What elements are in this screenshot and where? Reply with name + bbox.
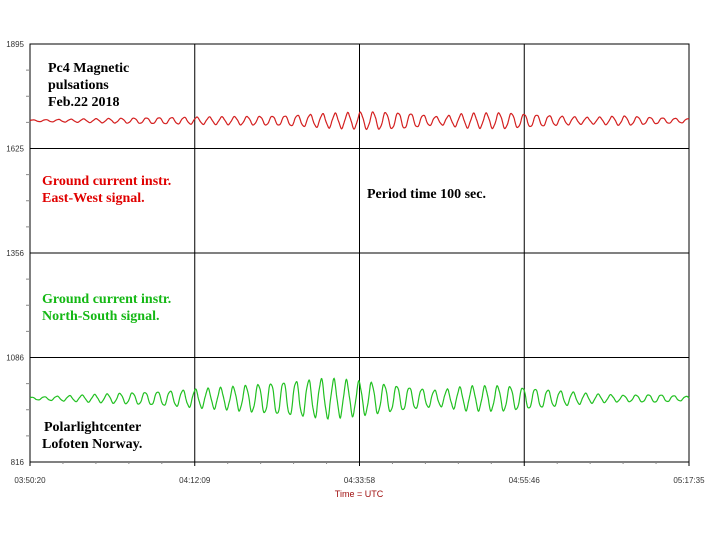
north-south-series-line	[29, 377, 690, 420]
x-tick-label: 04:33:58	[344, 476, 376, 485]
y-tick-label: 1086	[6, 354, 24, 363]
north-south-label: Ground current instr. North-South signal…	[42, 292, 172, 324]
credit-label: Polarlightcenter Lofoten Norway.	[42, 419, 145, 453]
y-axis-ticks: 1895 1625 1356 1086 816	[6, 40, 30, 467]
chart-title: Pc4 Magnetic pulsations Feb.22 2018	[48, 61, 130, 110]
x-axis-label: Time = UTC	[335, 489, 384, 499]
east-west-label: Ground current instr. East-West signal.	[42, 174, 172, 206]
y-tick-label: 1895	[6, 40, 24, 49]
x-tick-label: 03:50:20	[14, 476, 46, 485]
y-tick-label: 1625	[6, 145, 24, 154]
east-west-series-line	[29, 111, 690, 131]
y-tick-label: 1356	[6, 249, 24, 258]
x-tick-label: 05:17:35	[673, 476, 705, 485]
x-tick-label: 04:55:46	[509, 476, 541, 485]
period-annotation: Period time 100 sec.	[367, 187, 486, 202]
x-axis-ticks: 03:50:20 04:12:09 04:33:58 04:55:46 05:17:35	[14, 462, 705, 485]
credit-text: Polarlightcenter Lofoten Norway.	[42, 420, 145, 452]
y-tick-label: 816	[11, 458, 25, 467]
chart-series	[29, 111, 690, 420]
x-tick-label: 04:12:09	[179, 476, 211, 485]
